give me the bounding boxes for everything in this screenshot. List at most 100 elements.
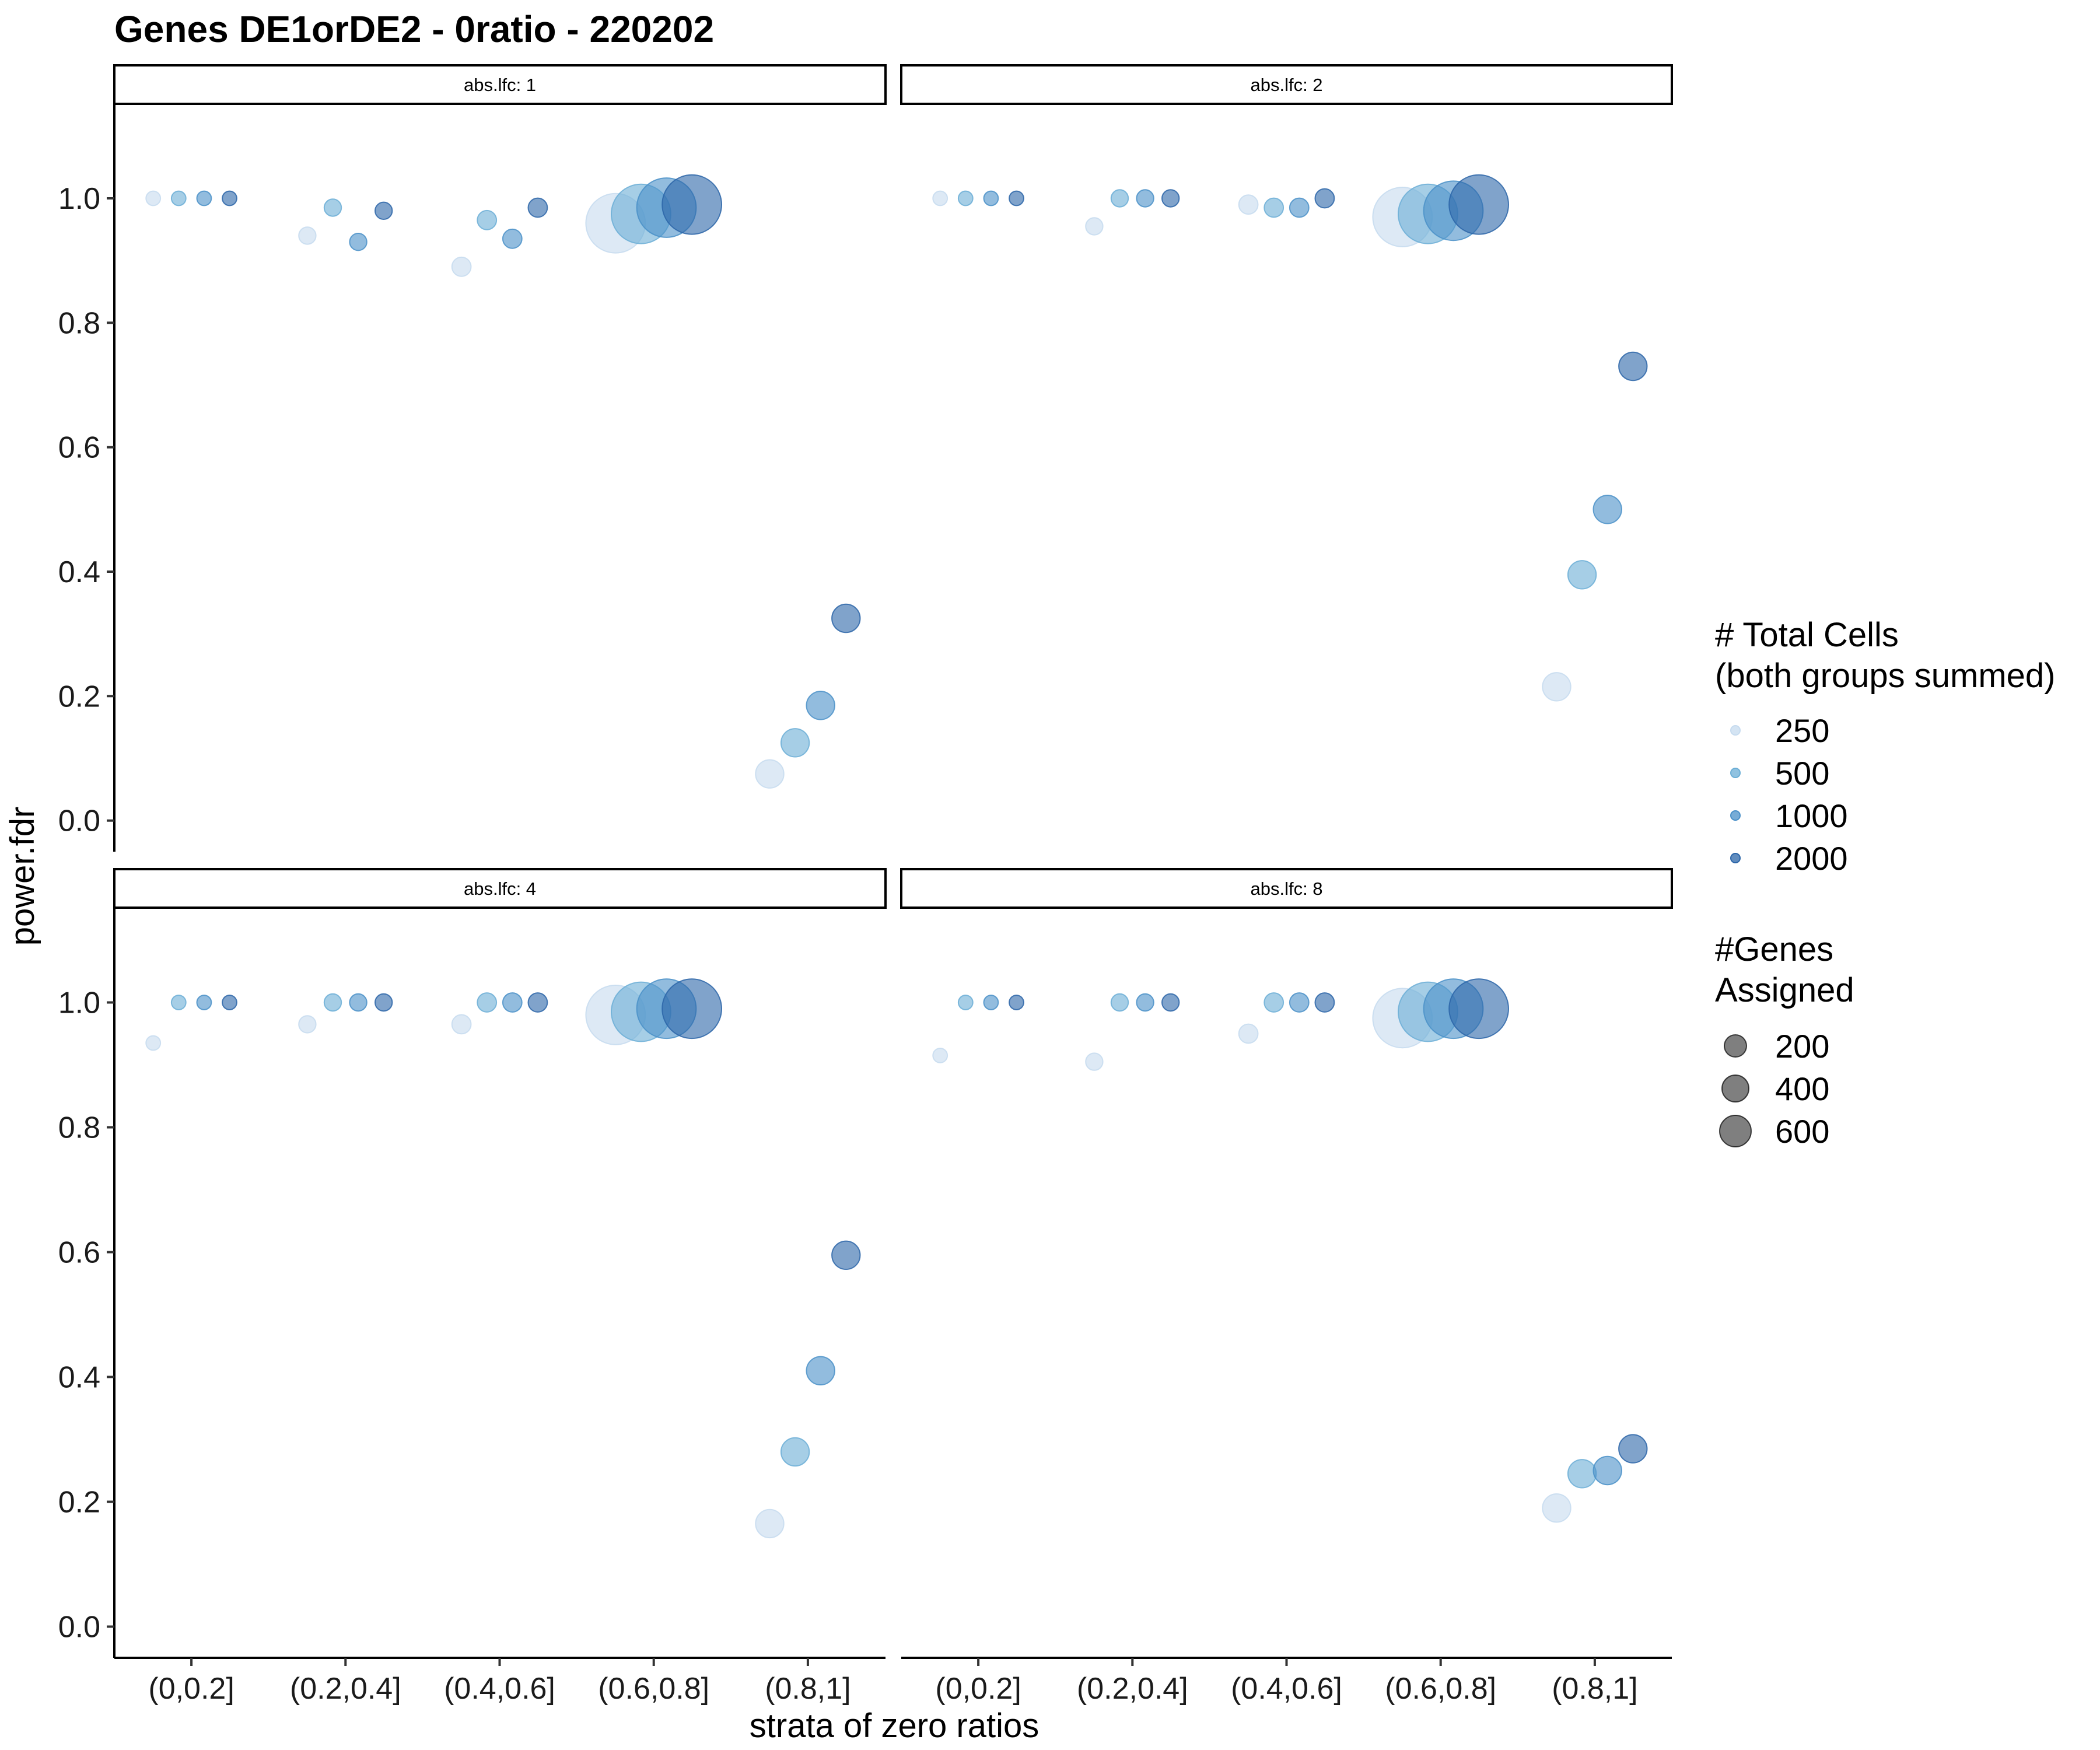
data-point [1009,190,1024,206]
data-point [1085,217,1104,236]
data-point [145,190,162,206]
data-point [662,978,722,1040]
legend-color-label: 500 [1775,755,1829,792]
x-tick-label: (0.6,0.8] [1385,1672,1496,1706]
x-axis-title: strata of zero ratios [750,1707,1039,1745]
data-point [1136,189,1154,208]
x-tick-label: (0.2,0.4] [1077,1672,1188,1706]
data-point [1314,992,1335,1013]
x-tick-label: (0,0.2] [935,1672,1021,1706]
legend-color-label: 2000 [1775,840,1848,877]
legend-size-title: Assigned [1715,971,1854,1009]
data-point [932,190,949,206]
data-point [374,201,393,220]
y-tick-label: 0.2 [58,680,100,713]
data-point [1618,1434,1648,1464]
facet-panel: abs.lfc: 4 [113,868,887,1659]
y-tick-label: 0.0 [58,1611,100,1644]
facet-panel: abs.lfc: 2 [900,64,1673,702]
legend-color-key [1730,810,1741,821]
data-point [1567,560,1597,590]
data-point [477,992,498,1013]
legend-color-key [1730,768,1741,778]
data-point [527,992,548,1013]
data-point [1542,672,1572,702]
data-point [831,1240,861,1270]
data-point [502,992,523,1013]
y-axis-title: power.fdr [4,807,41,946]
y-tick-labels: 0.0 0.2 0.4 0.6 0.8 1.0 0.0 0.2 0.4 0.6 0.8 1.0 [58,182,114,1644]
legend: # Total Cells(both groups summed) 250 500 1… [1715,616,2055,1150]
legend-color-title: # Total Cells [1715,616,1899,654]
data-point [451,256,472,277]
y-tick-label: 0.8 [58,306,100,340]
y-tick-label: 1.0 [58,182,100,216]
data-point [1110,189,1129,208]
data-point [662,174,722,235]
y-tick-label: 1.0 [58,986,100,1020]
data-point [780,1437,810,1467]
data-point [983,995,999,1010]
legend-size-key [1721,1074,1749,1102]
y-tick-label: 0.8 [58,1111,100,1145]
legend-size-label: 400 [1775,1070,1829,1107]
data-point [222,190,237,206]
data-point [1592,1455,1622,1486]
data-point [323,198,342,217]
data-point [196,995,212,1010]
y-tick-label: 0.4 [58,555,100,589]
x-tick-labels: (0,0.2] (0.2,0.4] (0.4,0.6] (0.6,0.8] (0.8,1… [148,1658,1638,1706]
data-point [298,1015,317,1034]
y-tick-label: 0.2 [58,1486,100,1520]
facet-strip-label: abs.lfc: 4 [464,878,536,899]
x-tick-label: (0.6,0.8] [598,1672,709,1706]
data-point [1264,197,1284,218]
data-point [349,233,368,251]
data-point [451,1014,472,1035]
x-tick-label: (0,0.2] [148,1672,234,1706]
data-point [957,190,974,206]
data-point [349,993,368,1012]
legend-color-key [1730,853,1741,863]
data-point [323,993,342,1012]
data-point [477,209,498,230]
data-point [1161,189,1180,208]
data-point [755,759,785,789]
legend-color-label: 250 [1775,712,1829,749]
legend-size-title: #Genes [1715,930,1833,968]
data-point [1238,1023,1259,1044]
facet-strip [113,868,887,909]
data-point [1314,188,1335,209]
data-point [1448,978,1510,1040]
data-point [755,1508,785,1539]
data-point [502,228,523,249]
legend-size-label: 600 [1775,1113,1829,1150]
data-point [1542,1493,1572,1523]
legend-color-label: 1000 [1775,797,1848,834]
facet-strip [900,868,1673,909]
data-point [1289,992,1310,1013]
chart-title: Genes DE1orDE2 - 0ratio - 220202 [114,8,714,50]
data-point [831,603,861,634]
facet-strip-label: abs.lfc: 8 [1250,878,1322,899]
legend-color-key [1730,725,1741,736]
data-point [1592,495,1622,524]
legend-color-title: (both groups summed) [1715,657,2055,695]
data-point [196,190,212,206]
legend-size-label: 200 [1775,1028,1829,1065]
data-point [170,190,187,206]
data-point [145,1035,162,1051]
data-point [170,995,187,1010]
facet-strip-label: abs.lfc: 1 [464,75,536,95]
y-tick-label: 0.6 [58,1236,100,1270]
x-tick-label: (0.4,0.6] [1231,1672,1342,1706]
data-point [1264,992,1284,1013]
data-point [983,190,999,206]
data-point [527,197,548,218]
data-point [780,728,810,758]
data-point [806,691,835,720]
facet-panel: abs.lfc: 1 [113,64,887,852]
x-tick-label: (0.8,1] [1552,1672,1637,1706]
y-tick-label: 0.0 [58,804,100,838]
